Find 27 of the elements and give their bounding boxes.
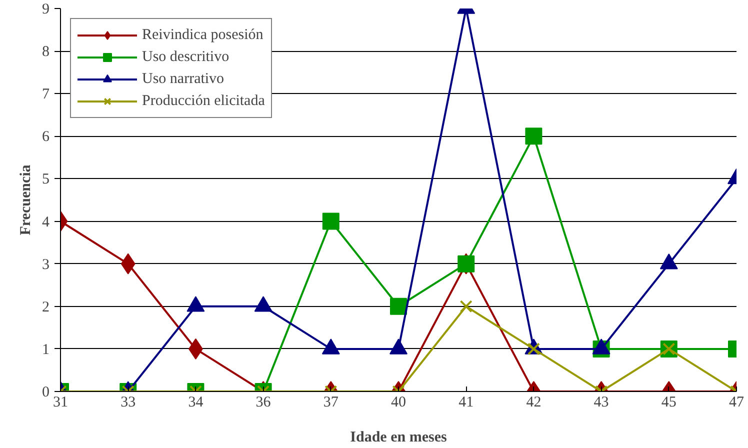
legend-label: Uso narrativo	[142, 70, 224, 88]
y-tick-label: 2	[42, 299, 50, 316]
x-tick-label: 36	[256, 394, 272, 410]
y-tick-label: 1	[42, 342, 50, 358]
y-tick-label: 7	[42, 86, 50, 103]
y-tick-label: 3	[42, 256, 50, 273]
x-tick-label: 43	[594, 394, 609, 410]
y-tick-label: 8	[42, 44, 50, 60]
y-tick-label: 9	[42, 2, 50, 18]
y-tick-label: 0	[42, 384, 50, 400]
x-axis-title: Idade en meses	[350, 430, 447, 446]
y-tick-label: 4	[42, 214, 50, 230]
x-tick-label: 40	[391, 394, 406, 410]
x-tick-label: 33	[120, 394, 136, 410]
x-tick-label: 47	[729, 394, 744, 410]
x-tick-label: 42	[526, 394, 542, 410]
x-tick-label: 37	[323, 394, 339, 410]
legend-label: Reivindica posesión	[142, 26, 264, 44]
legend-label: Producción elicitada	[142, 92, 265, 110]
x-tick-label: 45	[661, 394, 676, 410]
x-tick-label: 41	[458, 394, 474, 410]
y-tick-label: 5	[42, 172, 50, 188]
x-tick-label: 34	[188, 394, 204, 410]
y-tick-label: 6	[42, 129, 50, 146]
y-axis-title: Frecuencia	[18, 164, 34, 236]
legend-label: Uso descritivo	[142, 48, 230, 66]
x-tick-label: 31	[53, 394, 68, 410]
